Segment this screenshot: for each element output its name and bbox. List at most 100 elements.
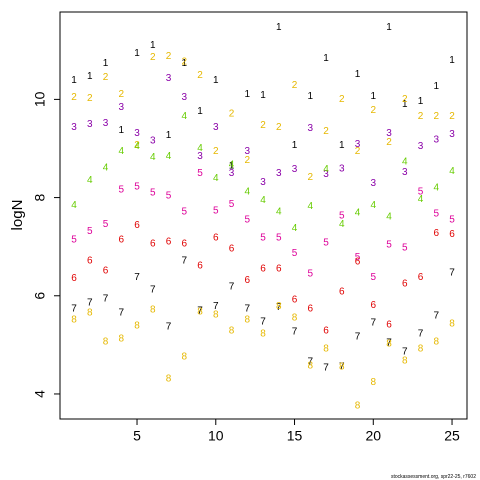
point-label: 4 — [87, 175, 93, 186]
point-label: 3 — [449, 129, 455, 140]
point-label: 8 — [418, 343, 424, 354]
y-axis-label: logN — [9, 200, 26, 231]
x-tick-label: 20 — [365, 428, 381, 444]
point-label: 1 — [355, 69, 361, 80]
point-label: 4 — [134, 141, 140, 152]
point-label: 2 — [197, 70, 203, 81]
point-label: 6 — [150, 238, 156, 249]
point-label: 8 — [260, 329, 266, 340]
point-label: 8 — [181, 351, 187, 362]
point-label: 5 — [339, 210, 345, 221]
point-label: 1 — [166, 130, 172, 141]
point-label: 6 — [118, 234, 124, 245]
point-label: 5 — [434, 208, 440, 219]
point-label: 5 — [418, 186, 424, 197]
point-label: 6 — [103, 265, 109, 276]
point-label: 1 — [229, 160, 235, 171]
point-label: 5 — [276, 232, 282, 243]
point-label: 6 — [292, 294, 298, 305]
point-label: 6 — [213, 232, 219, 243]
point-label: 7 — [118, 308, 124, 319]
point-label: 7 — [355, 332, 361, 343]
point-label: 5 — [355, 252, 361, 263]
point-label: 5 — [103, 219, 109, 230]
point-label: 1 — [434, 81, 440, 92]
point-label: 7 — [260, 316, 266, 327]
point-label: 2 — [103, 72, 109, 83]
point-label: 5 — [402, 242, 408, 253]
point-label: 4 — [292, 223, 298, 234]
point-label: 4 — [150, 152, 156, 163]
point-label: 3 — [166, 73, 172, 84]
point-label: 2 — [355, 146, 361, 157]
point-label: 7 — [434, 311, 440, 322]
x-tick-label: 5 — [133, 428, 141, 444]
point-label: 6 — [197, 260, 203, 271]
point-label: 7 — [229, 282, 235, 293]
point-label: 1 — [197, 106, 203, 117]
point-label: 2 — [134, 140, 140, 151]
point-label: 5 — [134, 181, 140, 192]
point-label: 6 — [434, 228, 440, 239]
point-label: 7 — [386, 338, 392, 349]
point-label: 2 — [71, 92, 77, 103]
point-label: 3 — [339, 163, 345, 174]
point-label: 7 — [134, 272, 140, 283]
point-label: 7 — [244, 304, 250, 315]
point-label: 8 — [276, 301, 282, 312]
point-label: 8 — [71, 314, 77, 325]
point-label: 5 — [150, 187, 156, 198]
point-label: 5 — [197, 168, 203, 179]
point-label: 3 — [418, 141, 424, 152]
point-label: 7 — [418, 329, 424, 340]
point-label: 4 — [434, 182, 440, 193]
point-label: 8 — [150, 305, 156, 316]
point-label: 7 — [103, 293, 109, 304]
point-label: 5 — [181, 206, 187, 217]
footnote: stockassessment.org, spr22-25, r7602 — [391, 474, 476, 480]
point-label: 3 — [229, 168, 235, 179]
point-label: 4 — [402, 156, 408, 167]
point-label: 1 — [87, 71, 93, 82]
point-label: 7 — [449, 267, 455, 278]
point-label: 8 — [244, 314, 250, 325]
point-label: 2 — [181, 57, 187, 68]
point-label: 3 — [386, 128, 392, 139]
point-label: 2 — [371, 105, 377, 116]
point-label: 7 — [402, 346, 408, 357]
point-label: 5 — [87, 226, 93, 237]
point-label: 8 — [87, 308, 93, 319]
point-label: 1 — [134, 48, 140, 59]
point-label: 2 — [418, 111, 424, 122]
point-label: 6 — [276, 263, 282, 274]
point-label: 2 — [402, 94, 408, 105]
point-label: 1 — [418, 96, 424, 107]
point-label: 1 — [339, 140, 345, 151]
point-label: 2 — [229, 108, 235, 119]
point-label: 4 — [276, 206, 282, 217]
point-label: 6 — [307, 304, 313, 315]
point-label: 2 — [307, 172, 313, 183]
point-label: 1 — [292, 140, 298, 151]
point-label: 3 — [307, 123, 313, 134]
point-label: 7 — [339, 362, 345, 373]
point-label: 4 — [229, 159, 235, 170]
point-label: 4 — [71, 200, 77, 211]
point-label: 1 — [260, 90, 266, 101]
point-label: 8 — [323, 343, 329, 354]
point-label: 3 — [244, 146, 250, 157]
point-label: 2 — [386, 137, 392, 148]
point-label: 8 — [371, 377, 377, 388]
point-label: 6 — [402, 279, 408, 290]
point-label: 4 — [323, 164, 329, 175]
point-label: 7 — [292, 326, 298, 337]
point-label: 3 — [371, 178, 377, 189]
point-label: 8 — [197, 307, 203, 318]
point-label: 2 — [434, 111, 440, 122]
point-label: 8 — [386, 339, 392, 350]
point-label: 5 — [229, 199, 235, 210]
point-label: 4 — [260, 195, 266, 206]
point-label: 8 — [103, 337, 109, 348]
point-label: 5 — [292, 248, 298, 259]
point-label: 5 — [260, 232, 266, 243]
